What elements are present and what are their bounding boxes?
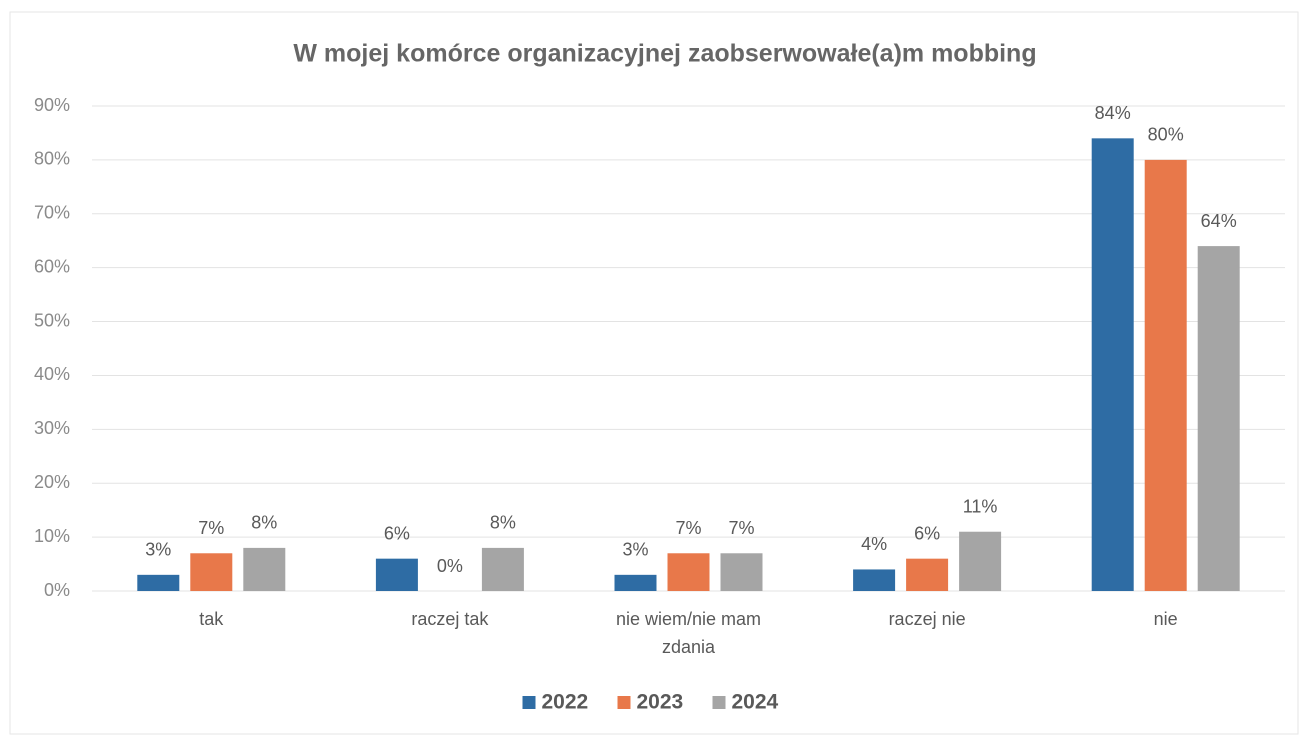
- x-tick-label: raczej nie: [889, 609, 966, 629]
- y-tick-label: 0%: [44, 580, 70, 600]
- x-tick-label: nie wiem/nie mam zdania: [616, 609, 761, 657]
- bar: [853, 569, 896, 591]
- y-tick-label: 60%: [34, 256, 70, 276]
- bar: [1144, 159, 1187, 591]
- bar: [614, 574, 657, 591]
- bar: [720, 553, 763, 591]
- data-label: 6%: [384, 523, 410, 543]
- y-tick-label: 50%: [34, 310, 70, 330]
- y-tick-label: 10%: [34, 526, 70, 546]
- data-label: 7%: [198, 518, 224, 538]
- data-label: 6%: [914, 523, 940, 543]
- data-label: 8%: [490, 513, 516, 533]
- legend-label: 2023: [637, 691, 684, 714]
- bar: [243, 547, 286, 591]
- bar: [667, 553, 710, 591]
- y-tick-label: 20%: [34, 472, 70, 492]
- bar: [481, 547, 524, 591]
- legend-label: 2022: [542, 691, 589, 714]
- data-label: 8%: [251, 513, 277, 533]
- data-label: 11%: [963, 496, 998, 516]
- data-label: 4%: [861, 534, 887, 554]
- y-tick-label: 70%: [34, 203, 70, 223]
- legend-swatch: [522, 696, 536, 709]
- data-label: 3%: [622, 540, 648, 560]
- legend-swatch: [712, 696, 726, 709]
- bar: [906, 558, 949, 591]
- data-label: 7%: [728, 518, 754, 538]
- x-tick-label: raczej tak: [411, 609, 489, 629]
- chart-title: W mojej komórce organizacyjnej zaobserwo…: [293, 40, 1036, 68]
- bar: [375, 558, 418, 591]
- data-label: 0%: [437, 556, 463, 576]
- data-label: 7%: [675, 518, 701, 538]
- data-label: 80%: [1148, 125, 1184, 145]
- legend-swatch: [617, 696, 631, 709]
- bar: [1091, 138, 1134, 592]
- legend-label: 2024: [732, 691, 779, 714]
- x-tick-label: nie: [1154, 609, 1178, 629]
- chart-frame: [9, 11, 1299, 735]
- data-label: 3%: [145, 540, 171, 560]
- bar: [959, 531, 1002, 591]
- data-label: 84%: [1095, 103, 1131, 123]
- bar: [1197, 246, 1240, 591]
- y-tick-label: 40%: [34, 364, 70, 384]
- y-tick-label: 30%: [34, 418, 70, 438]
- y-tick-label: 80%: [34, 149, 70, 169]
- bar: [190, 553, 233, 591]
- data-label: 64%: [1201, 211, 1237, 231]
- x-tick-label: tak: [199, 609, 224, 629]
- bar: [137, 574, 180, 591]
- y-tick-label: 90%: [34, 95, 70, 115]
